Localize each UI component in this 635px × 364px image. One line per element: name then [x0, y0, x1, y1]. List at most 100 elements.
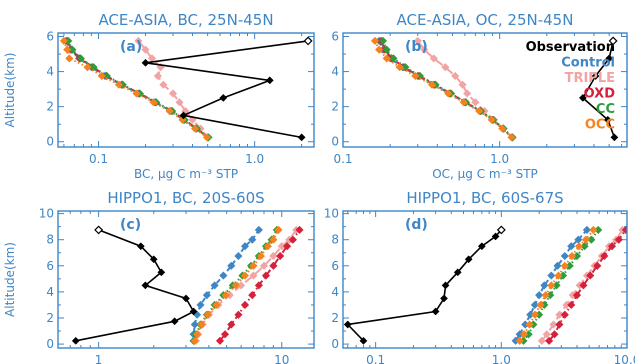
- y-axis-label: Altitude(km): [3, 53, 17, 128]
- data-point-oxd: [544, 336, 554, 345]
- data-point-observation: [441, 281, 450, 290]
- data-point-occ: [63, 45, 72, 54]
- data-point-oxd: [269, 261, 278, 270]
- data-point-oxd: [220, 330, 230, 339]
- data-point-triple: [141, 45, 150, 54]
- data-point-occ: [498, 124, 507, 133]
- data-point-control: [227, 261, 236, 270]
- data-point-occ: [487, 115, 496, 124]
- data-point-cc: [378, 36, 388, 46]
- data-point-occ: [59, 36, 69, 46]
- panel-label: (d): [405, 217, 428, 233]
- x-axis-label: OC, μg C m⁻³ STP: [432, 167, 538, 181]
- data-point-occ: [114, 80, 124, 89]
- data-point-control: [234, 251, 243, 261]
- data-point-triple: [429, 54, 438, 63]
- data-point-triple: [537, 336, 546, 345]
- data-point-oxd: [572, 291, 582, 300]
- panel-b: ACE-ASIA, OC, 25N-45N OC, μg C m⁻³ STP 0 2 4…: [331, 11, 628, 181]
- data-point-triple: [413, 36, 422, 46]
- data-point-occ: [97, 71, 106, 81]
- data-point-oxd: [555, 320, 564, 329]
- data-point-oxd: [215, 336, 225, 345]
- data-point-control: [248, 235, 257, 244]
- x-tick-label: 1.0: [245, 152, 264, 166]
- data-point-cc: [76, 54, 85, 63]
- data-point-oxd: [282, 242, 292, 251]
- y-tick-label: 0: [46, 135, 54, 149]
- panel-d: HIPPO1, BC, 60S-67SBC, ng C m⁻³ STP02468…: [324, 189, 635, 364]
- x-tick-label: 1: [95, 353, 103, 364]
- data-point-observation: [297, 133, 306, 142]
- data-point-occ: [567, 251, 577, 261]
- panel-title: HIPPO1, BC, 60S-67S: [406, 189, 563, 207]
- y-tick-label: 4: [46, 65, 54, 79]
- data-point-oxd: [607, 242, 617, 251]
- data-point-occ: [202, 133, 212, 142]
- data-point-triple: [134, 36, 143, 46]
- y-tick-label: 6: [331, 30, 339, 44]
- data-point-control: [196, 300, 205, 310]
- data-point-triple: [471, 98, 480, 107]
- data-point-oxd: [295, 225, 304, 235]
- data-point-observation: [189, 307, 198, 316]
- y-tick-label: 8: [46, 233, 54, 247]
- plot-frame: [342, 210, 628, 349]
- data-point-observation: [496, 225, 506, 235]
- data-point-occ: [547, 281, 556, 290]
- data-point-observation: [603, 115, 612, 124]
- y-tick-label: 0: [46, 337, 54, 351]
- data-point-observation: [605, 54, 614, 63]
- data-point-control: [560, 251, 569, 261]
- data-point-occ: [475, 106, 484, 116]
- data-point-observation: [343, 320, 352, 329]
- data-point-observation: [477, 242, 486, 251]
- data-point-observation: [149, 255, 158, 264]
- y-tick-label: 0: [331, 337, 339, 351]
- panel-label: (a): [120, 39, 142, 55]
- legend-entry-control: Control: [561, 56, 615, 71]
- data-point-occ: [459, 98, 468, 107]
- y-tick-label: 4: [46, 285, 54, 299]
- data-point-triple: [153, 71, 163, 81]
- data-point-triple: [236, 281, 246, 290]
- data-point-occ: [192, 330, 202, 339]
- data-point-occ: [149, 98, 158, 107]
- data-point-occ: [560, 261, 569, 270]
- data-point-occ: [65, 54, 74, 63]
- x-tick-label: 1.0: [492, 353, 511, 364]
- data-point-oxd: [550, 330, 559, 339]
- panel-a: ACE-ASIA, BC, 25N-45N BC, μg C m⁻³ STP Alt…: [3, 11, 315, 181]
- data-point-observation: [141, 281, 150, 290]
- y-tick-label: 6: [331, 259, 339, 273]
- data-point-cc: [382, 45, 391, 54]
- y-axis-label: Altitude(km): [3, 242, 17, 317]
- series-line-observation: [346, 229, 502, 342]
- data-point-cc: [587, 235, 596, 244]
- x-tick-label: 0.1: [366, 353, 385, 364]
- panel-title: ACE-ASIA, OC, 25N-45N: [397, 11, 574, 29]
- data-point-oxd: [261, 271, 271, 280]
- data-point-observation: [136, 242, 145, 251]
- data-point-observation: [179, 111, 188, 120]
- data-point-occ: [444, 89, 453, 98]
- data-point-control: [540, 281, 549, 290]
- y-tick-label: 4: [331, 285, 339, 299]
- data-point-occ: [132, 89, 141, 98]
- data-point-control: [202, 291, 212, 300]
- data-point-oxd: [248, 291, 257, 300]
- legend-entry-occ: OCC: [585, 118, 615, 133]
- data-point-observation: [94, 225, 104, 235]
- data-point-occ: [165, 106, 174, 116]
- data-point-triple: [159, 80, 168, 89]
- legend-entry-triple: TRIPLE: [565, 71, 615, 86]
- data-point-occ: [231, 281, 240, 290]
- data-point-occ: [256, 251, 266, 261]
- data-point-occ: [249, 261, 258, 270]
- data-point-occ: [240, 271, 250, 280]
- y-tick-label: 8: [331, 233, 339, 247]
- data-point-occ: [197, 320, 206, 329]
- data-point-control: [210, 281, 219, 290]
